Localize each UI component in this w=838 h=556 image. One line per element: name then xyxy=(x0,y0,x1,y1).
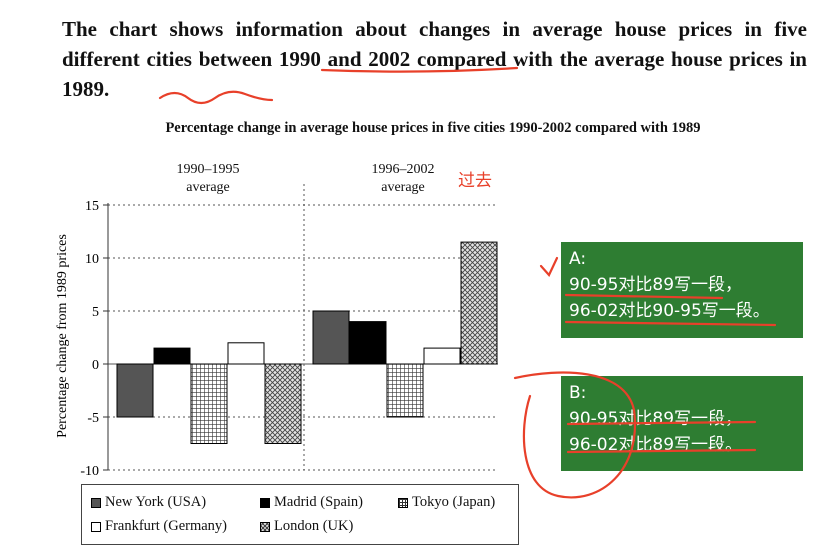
y-tick-label: -5 xyxy=(87,411,99,426)
period-label-1990-1995-line1: 1990–1995 xyxy=(176,162,240,177)
bar xyxy=(264,363,302,444)
legend-swatch xyxy=(91,497,101,508)
period-label-1996-2002: 1996–2002 average xyxy=(343,161,463,197)
y-tick-label: 10 xyxy=(85,252,99,267)
bar xyxy=(349,321,387,365)
legend-swatch xyxy=(398,497,408,508)
legend: New York (USA) Madrid (Spain) Tokyo (Japan… xyxy=(81,484,519,545)
note-b: B: 90-95对比89写一段， 96-02对比89写一段。 xyxy=(561,376,803,471)
y-tick-label: 5 xyxy=(92,305,99,320)
period-label-1990-1995: 1990–1995 average xyxy=(148,161,268,197)
bar xyxy=(190,363,228,444)
y-axis-label: Percentage change from 1989 prices xyxy=(55,234,70,438)
y-tick-label: -10 xyxy=(80,464,99,479)
legend-label: New York (USA) xyxy=(105,494,207,510)
period-label-1996-2002-line2: average xyxy=(381,180,425,195)
note-b-line2: 90-95对比89写一段， xyxy=(569,409,743,429)
legend-item: Frankfurt (Germany) xyxy=(91,518,227,535)
period-label-1996-2002-line1: 1996–2002 xyxy=(371,162,435,177)
note-b-line1: B: xyxy=(569,383,587,403)
legend-item: Tokyo (Japan) xyxy=(398,494,495,511)
bars-layer xyxy=(116,241,498,444)
note-a: A: 90-95对比89写一段， 96-02对比90-95写一段。 xyxy=(561,242,803,338)
legend-item: London (UK) xyxy=(260,518,353,535)
grid-layer xyxy=(108,184,498,471)
legend-label: Madrid (Spain) xyxy=(274,494,363,510)
bar xyxy=(153,347,191,365)
legend-item: New York (USA) xyxy=(91,494,206,511)
note-a-line3: 96-02对比90-95写一段。 xyxy=(569,301,770,321)
bar xyxy=(386,363,424,418)
past-handwritten-label: 过去 xyxy=(458,171,492,191)
bar xyxy=(460,241,498,365)
note-b-line3: 96-02对比89写一段。 xyxy=(569,435,743,455)
bar xyxy=(116,363,154,418)
legend-swatch xyxy=(91,521,101,532)
period-label-1990-1995-line2: average xyxy=(186,180,230,195)
legend-label: London (UK) xyxy=(274,518,354,534)
chart-title: Percentage change in average house price… xyxy=(165,120,701,136)
legend-label: Tokyo (Japan) xyxy=(412,494,496,510)
axis-layer: 15 10 5 0 -5 -10 xyxy=(80,199,109,479)
bar xyxy=(423,347,461,365)
bar xyxy=(227,342,265,365)
note-a-line2: 90-95对比89写一段， xyxy=(569,275,743,295)
legend-label: Frankfurt (Germany) xyxy=(105,518,227,534)
legend-swatch xyxy=(260,497,270,508)
legend-item: Madrid (Spain) xyxy=(260,494,363,511)
prompt-text: The chart shows information about change… xyxy=(62,17,807,101)
bar-chart: 15 10 5 0 -5 -10 Percentage change from 1989 … xyxy=(55,184,498,479)
y-tick-label: 15 xyxy=(85,199,99,214)
y-tick-label: 0 xyxy=(92,358,99,373)
bar xyxy=(312,310,350,365)
legend-swatch xyxy=(260,521,270,532)
note-a-line1: A: xyxy=(569,249,587,269)
